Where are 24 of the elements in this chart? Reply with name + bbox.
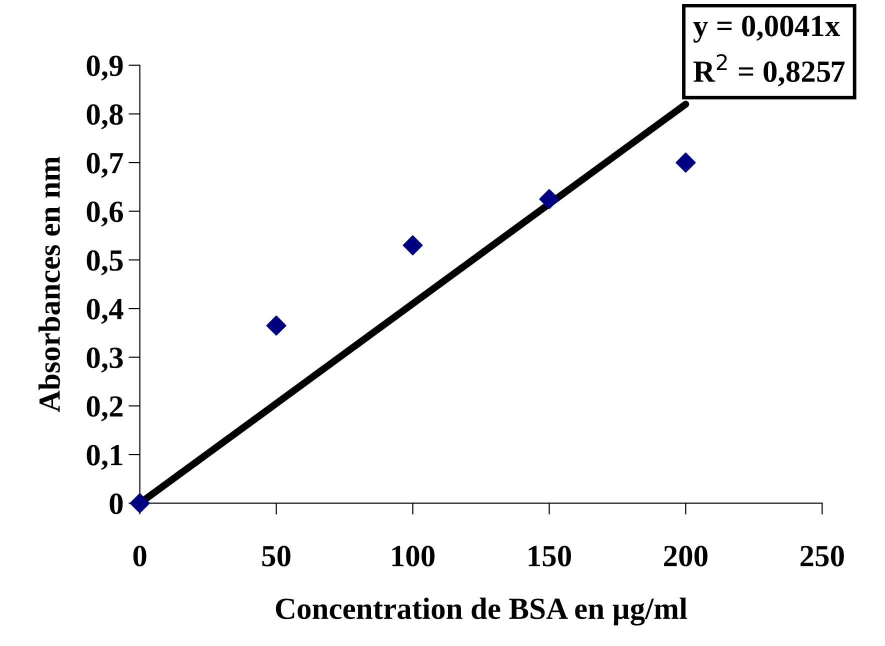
x-tick-label: 50 [262, 546, 290, 566]
x-tick-label: 250 [800, 546, 844, 566]
y-tick-label: 0,8 [86, 104, 123, 130]
y-tick-label: 0,5 [86, 250, 123, 276]
x-tick-label: 200 [664, 546, 708, 566]
y-tick-label: 0,7 [86, 152, 124, 178]
x-tick-label: 0 [133, 546, 146, 566]
x-tick-label: 150 [528, 546, 571, 566]
text: y = 0,0041x [693, 16, 840, 43]
y-axis-title: Absorbances en nm [38, 156, 60, 412]
x-tick-label: 100 [392, 546, 435, 566]
y-tick-label: 0,1 [86, 444, 122, 470]
point [266, 316, 286, 336]
y-tick-label: 0,4 [86, 298, 124, 324]
y-tick-label: 0,2 [86, 396, 123, 422]
annotation: R$^{2}$ = 0,8257 [693, 54, 845, 86]
x-axis-title: Concentration de BSA en µg/ml [276, 598, 688, 626]
y-tick-label: 0,6 [86, 202, 123, 227]
point [402, 235, 423, 256]
point [539, 189, 560, 210]
y-tick-label: 0,3 [86, 348, 123, 373]
point [676, 152, 696, 173]
y-tick-label: 0,9 [86, 56, 123, 81]
y-tick-label: 0 [110, 494, 123, 514]
